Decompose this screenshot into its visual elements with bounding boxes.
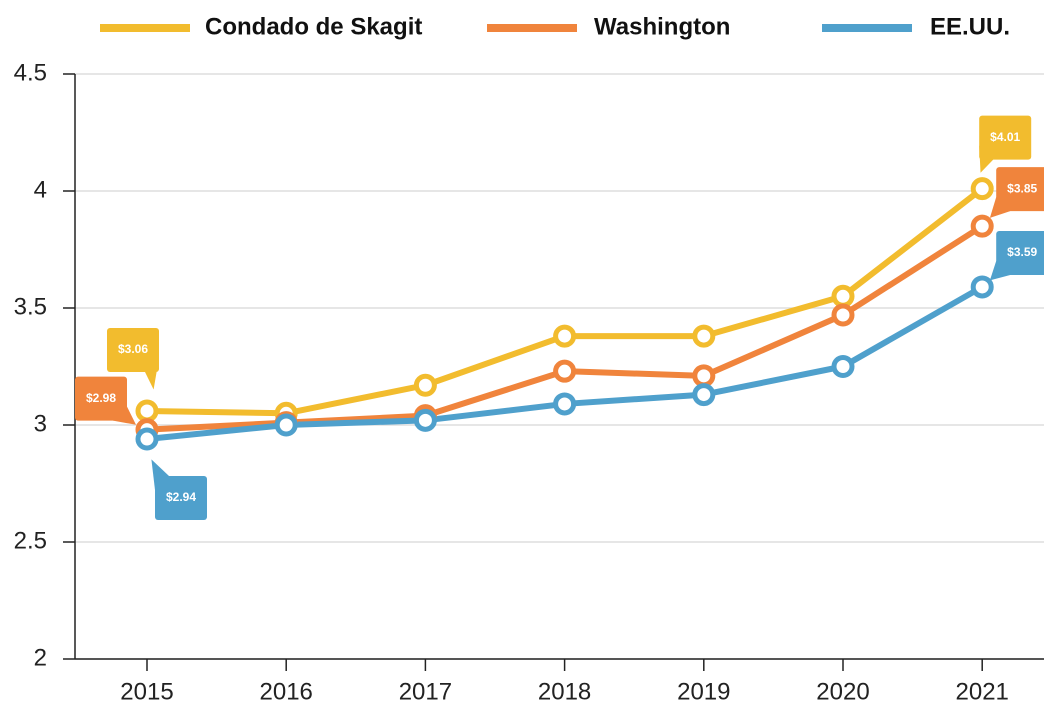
point [553,392,577,416]
point [692,383,716,407]
x-tick-label: 2021 [956,678,1009,705]
legend-label: EE.UU. [930,13,1010,40]
x-tick-label: 2018 [538,678,591,705]
callout-box [996,167,1044,212]
x-tick-label: 2017 [399,678,452,705]
x-tick-label: 2020 [816,678,869,705]
data-label: $2.94 [166,490,196,504]
point [831,355,855,378]
y-tick-label: 3 [34,410,47,437]
point [970,275,994,299]
point [135,399,159,423]
legend-label: Condado de Skagit [205,13,422,40]
x-tick-label: 2015 [120,678,173,705]
point [970,177,994,201]
data-label: $3.06 [118,342,148,356]
y-tick-label: 3.5 [14,293,47,320]
point [274,413,298,437]
point [553,324,577,348]
y-tick-label: 2 [34,644,47,671]
y-tick-label: 4 [34,176,47,203]
point [692,364,716,388]
callout-box [996,230,1044,275]
y-tick-label: 2.5 [14,527,47,554]
legend-label: Washington [594,13,730,40]
point [413,408,437,432]
callout-box [979,115,1032,160]
point [692,324,716,348]
x-tick-label: 2016 [260,678,313,705]
data-label: $3.59 [1007,245,1037,259]
point [831,284,855,308]
data-label: $4.01 [990,130,1020,144]
callout-box [75,376,127,421]
point [413,373,437,397]
point [970,214,994,238]
point [831,303,855,327]
callout-box [107,327,159,372]
data-label: $2.98 [86,391,116,405]
point [553,359,577,383]
point [135,427,159,451]
data-label: $3.85 [1007,181,1037,195]
y-tick-label: 4.5 [14,59,47,86]
x-tick-label: 2019 [677,678,730,705]
callout-box [155,476,207,521]
